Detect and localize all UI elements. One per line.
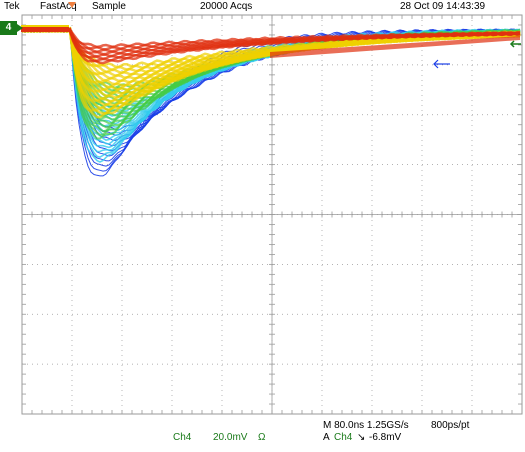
acquisition-count: 20000 Acqs: [200, 1, 253, 12]
tail-band: [270, 36, 520, 58]
persistence-traces: [21, 26, 521, 177]
trigger-slope-icon: ↘: [357, 432, 366, 443]
record-length-readout: 800ps/pt: [431, 420, 470, 431]
trigger-source: Ch4: [334, 432, 353, 443]
channel-4-marker[interactable]: 4: [0, 21, 17, 35]
brand-label: Tek: [4, 1, 20, 12]
channel-4-label: 4: [5, 22, 12, 33]
trigger-level-readout: -6.8mV: [369, 432, 402, 443]
trigger-position-marker-icon[interactable]: [68, 2, 76, 8]
channel-level-marker-icon[interactable]: [509, 40, 521, 48]
baseline-band: [21, 26, 69, 32]
impedance-symbol: Ω: [258, 432, 266, 443]
trigger-prefix: A: [323, 432, 330, 443]
baseline-band-edge: [21, 25, 69, 27]
reference-arrow-icon[interactable]: [433, 59, 450, 69]
graticule: [21, 14, 523, 415]
acquisition-mode: FastAcq: [40, 1, 77, 12]
waveform-trace: [21, 27, 521, 69]
datetime-label: 28 Oct 09 14:43:39: [400, 1, 486, 12]
channel-readout: Ch4: [173, 432, 192, 443]
channel-pointer-icon: [17, 24, 23, 32]
waveform-trace: [21, 27, 521, 49]
acquisition-type: Sample: [92, 1, 126, 12]
volts-per-div-readout: 20.0mV: [213, 432, 248, 443]
timebase-readout: M 80.0ns 1.25GS/s: [323, 420, 409, 431]
